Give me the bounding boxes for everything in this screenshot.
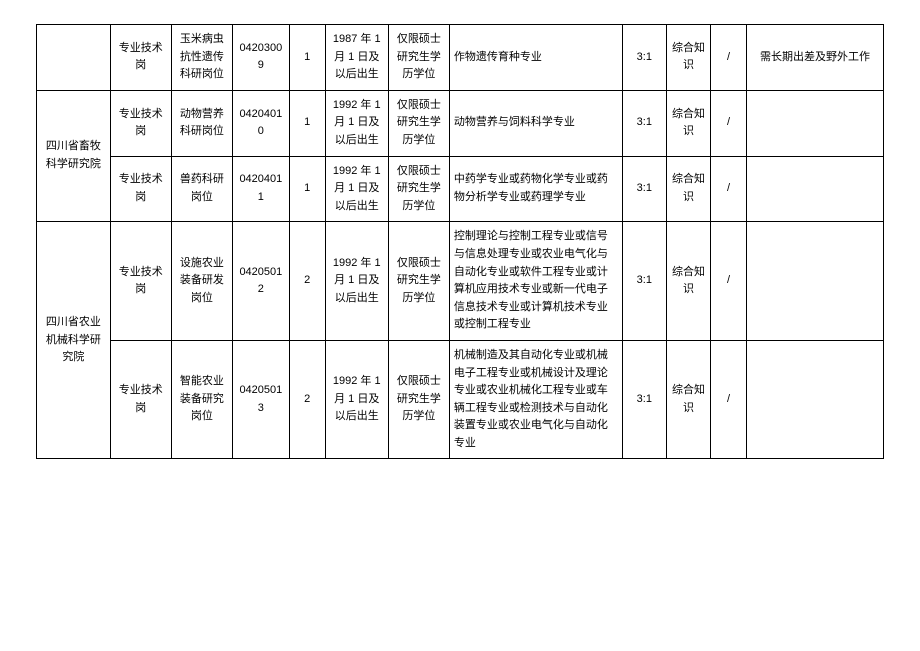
post-code-cell: 04204011	[232, 156, 289, 222]
post-type-cell: 专业技术岗	[110, 156, 171, 222]
post-code-cell: 04205012	[232, 222, 289, 341]
education-req-cell: 仅限硕士研究生学历学位	[388, 156, 449, 222]
other-col-cell: /	[711, 25, 747, 91]
org-cell: 四川省农业机械科学研究院	[37, 222, 111, 459]
post-type-cell: 专业技术岗	[110, 222, 171, 341]
other-col-cell: /	[711, 340, 747, 459]
table-row: 四川省农业机械科学研究院专业技术岗设施农业装备研发岗位0420501221992…	[37, 222, 884, 341]
post-code-cell: 04204010	[232, 90, 289, 156]
table-row: 专业技术岗兽药科研岗位0420401111992 年 1月 1 日及以后出生仅限…	[37, 156, 884, 222]
recruitment-table: 专业技术岗玉米病虫抗性遗传科研岗位0420300911987 年 1月 1 日及…	[36, 24, 884, 459]
quantity-cell: 2	[289, 222, 325, 341]
post-name-cell: 动物营养科研岗位	[171, 90, 232, 156]
table-row: 专业技术岗玉米病虫抗性遗传科研岗位0420300911987 年 1月 1 日及…	[37, 25, 884, 91]
exam-subject-cell: 综合知识	[666, 25, 710, 91]
birth-req-cell: 1992 年 1月 1 日及以后出生	[325, 156, 388, 222]
ratio-cell: 3:1	[622, 90, 666, 156]
major-req-cell: 动物营养与饲料科学专业	[449, 90, 622, 156]
major-req-cell: 中药学专业或药物化学专业或药物分析学专业或药理学专业	[449, 156, 622, 222]
table-row: 四川省畜牧科学研究院专业技术岗动物营养科研岗位0420401011992 年 1…	[37, 90, 884, 156]
ratio-cell: 3:1	[622, 222, 666, 341]
education-req-cell: 仅限硕士研究生学历学位	[388, 340, 449, 459]
exam-subject-cell: 综合知识	[666, 340, 710, 459]
exam-subject-cell: 综合知识	[666, 90, 710, 156]
birth-req-cell: 1992 年 1月 1 日及以后出生	[325, 90, 388, 156]
quantity-cell: 1	[289, 90, 325, 156]
quantity-cell: 2	[289, 340, 325, 459]
post-name-cell: 兽药科研岗位	[171, 156, 232, 222]
post-code-cell: 04203009	[232, 25, 289, 91]
remark-cell	[746, 340, 883, 459]
education-req-cell: 仅限硕士研究生学历学位	[388, 90, 449, 156]
major-req-cell: 控制理论与控制工程专业或信号与信息处理专业或农业电气化与自动化专业或软件工程专业…	[449, 222, 622, 341]
major-req-cell: 作物遗传育种专业	[449, 25, 622, 91]
birth-req-cell: 1987 年 1月 1 日及以后出生	[325, 25, 388, 91]
education-req-cell: 仅限硕士研究生学历学位	[388, 222, 449, 341]
post-name-cell: 设施农业装备研发岗位	[171, 222, 232, 341]
org-cell	[37, 25, 111, 91]
ratio-cell: 3:1	[622, 156, 666, 222]
quantity-cell: 1	[289, 156, 325, 222]
other-col-cell: /	[711, 222, 747, 341]
other-col-cell: /	[711, 90, 747, 156]
remark-cell: 需长期出差及野外工作	[746, 25, 883, 91]
post-type-cell: 专业技术岗	[110, 340, 171, 459]
post-type-cell: 专业技术岗	[110, 90, 171, 156]
remark-cell	[746, 222, 883, 341]
exam-subject-cell: 综合知识	[666, 222, 710, 341]
ratio-cell: 3:1	[622, 340, 666, 459]
post-name-cell: 智能农业装备研究岗位	[171, 340, 232, 459]
remark-cell	[746, 156, 883, 222]
quantity-cell: 1	[289, 25, 325, 91]
post-code-cell: 04205013	[232, 340, 289, 459]
birth-req-cell: 1992 年 1月 1 日及以后出生	[325, 222, 388, 341]
org-cell: 四川省畜牧科学研究院	[37, 90, 111, 222]
table-row: 专业技术岗智能农业装备研究岗位0420501321992 年 1月 1 日及以后…	[37, 340, 884, 459]
remark-cell	[746, 90, 883, 156]
post-name-cell: 玉米病虫抗性遗传科研岗位	[171, 25, 232, 91]
education-req-cell: 仅限硕士研究生学历学位	[388, 25, 449, 91]
exam-subject-cell: 综合知识	[666, 156, 710, 222]
birth-req-cell: 1992 年 1月 1 日及以后出生	[325, 340, 388, 459]
major-req-cell: 机械制造及其自动化专业或机械电子工程专业或机械设计及理论专业或农业机械化工程专业…	[449, 340, 622, 459]
other-col-cell: /	[711, 156, 747, 222]
post-type-cell: 专业技术岗	[110, 25, 171, 91]
ratio-cell: 3:1	[622, 25, 666, 91]
